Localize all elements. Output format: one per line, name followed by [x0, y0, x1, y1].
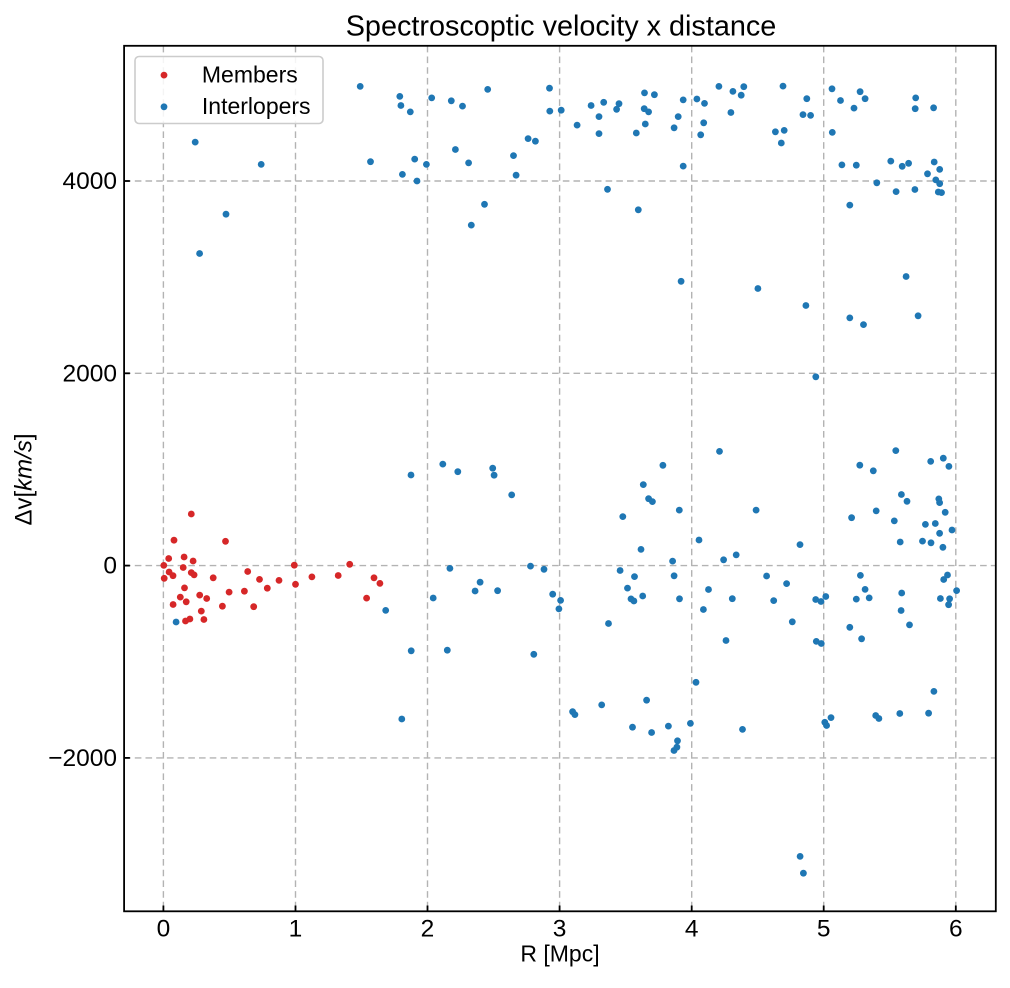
- svg-text:Interlopers: Interlopers: [202, 93, 311, 119]
- svg-text:2: 2: [421, 916, 435, 943]
- svg-text:Spectroscoptic velocity x dist: Spectroscoptic velocity x distance: [346, 11, 777, 43]
- svg-text:4000: 4000: [62, 168, 117, 195]
- svg-text:0: 0: [103, 553, 117, 580]
- svg-text:3: 3: [553, 916, 567, 943]
- svg-text:R [Mpc]: R [Mpc]: [520, 941, 599, 967]
- svg-text:1: 1: [289, 916, 303, 943]
- svg-text:Δv[km/s]: Δv[km/s]: [11, 433, 38, 525]
- svg-text:Members: Members: [202, 61, 298, 87]
- svg-text:2000: 2000: [62, 360, 117, 387]
- svg-text:0: 0: [157, 916, 171, 943]
- svg-text:6: 6: [949, 916, 963, 943]
- svg-text:−2000: −2000: [48, 745, 117, 772]
- svg-text:5: 5: [817, 916, 831, 943]
- svg-text:4: 4: [685, 916, 699, 943]
